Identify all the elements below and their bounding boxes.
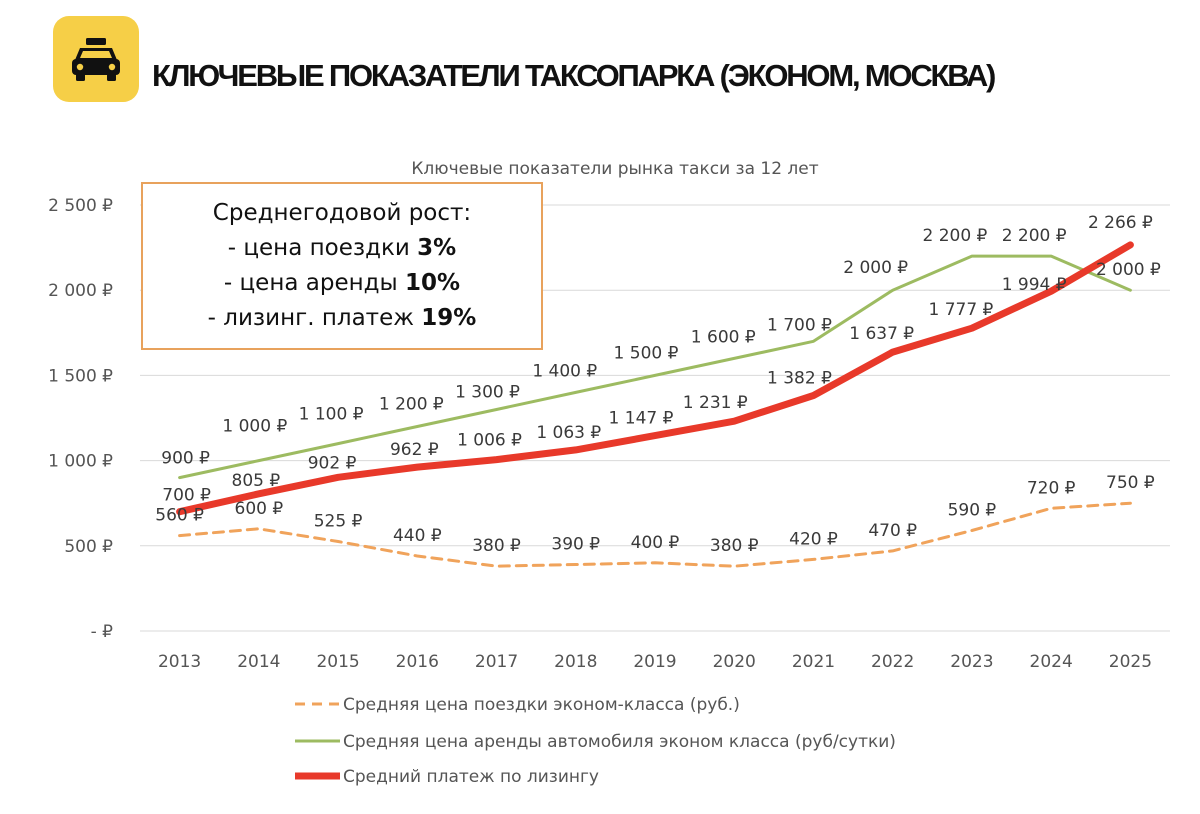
callout-line-rent: - цена аренды 10% [224, 266, 460, 301]
data-label: 1 300 ₽ [455, 382, 520, 402]
x-tick-label: 2022 [871, 652, 914, 672]
legend-label: Средний платеж по лизингу [343, 767, 599, 787]
page-title: КЛЮЧЕВЫЕ ПОКАЗАТЕЛИ ТАКСОПАРКА (ЭКОНОМ, … [152, 58, 996, 93]
data-label: 750 ₽ [1106, 473, 1155, 493]
data-label: 900 ₽ [161, 449, 210, 469]
growth-callout: Среднегодовой рост: - цена поездки 3% - … [141, 182, 543, 350]
y-tick-label: 1 000 ₽ [48, 452, 113, 472]
data-label: 1 777 ₽ [928, 300, 993, 320]
data-label: 1 006 ₽ [457, 431, 522, 451]
legend-label: Средняя цена поездки эконом-класса (руб.… [343, 695, 740, 715]
y-tick-label: 500 ₽ [64, 537, 113, 557]
y-tick-label: 1 500 ₽ [48, 366, 113, 386]
x-tick-label: 2014 [237, 652, 280, 672]
x-tick-label: 2021 [792, 652, 835, 672]
data-label: 1 500 ₽ [614, 343, 679, 363]
x-tick-label: 2018 [554, 652, 597, 672]
data-label: 560 ₽ [155, 506, 204, 526]
data-label: 470 ₽ [868, 521, 917, 541]
data-label: 1 200 ₽ [379, 395, 444, 415]
data-label: 525 ₽ [314, 512, 363, 532]
data-label: 1 147 ₽ [609, 409, 674, 429]
data-label: 590 ₽ [948, 500, 997, 520]
taxi-car-icon [72, 38, 120, 81]
data-label: 600 ₽ [235, 499, 284, 519]
y-tick-label: 2 000 ₽ [48, 281, 113, 301]
x-tick-label: 2019 [633, 652, 676, 672]
data-label: 1 700 ₽ [767, 315, 832, 335]
data-label: 700 ₽ [162, 486, 211, 506]
data-label: 1 600 ₽ [691, 327, 756, 347]
data-label: 1 100 ₽ [299, 405, 364, 425]
legend-label: Средняя цена аренды автомобиля эконом кл… [343, 732, 896, 752]
callout-value: 10% [405, 270, 461, 296]
x-tick-label: 2017 [475, 652, 518, 672]
data-label: 390 ₽ [551, 535, 600, 555]
data-label: 1 637 ₽ [849, 324, 914, 344]
data-label: 2 000 ₽ [1096, 260, 1161, 280]
chart-title: Ключевые показатели рынка такси за 12 ле… [411, 159, 818, 179]
x-tick-label: 2025 [1109, 652, 1152, 672]
data-label: 1 400 ₽ [532, 361, 597, 381]
data-label: 420 ₽ [789, 529, 838, 549]
x-tick-label: 2016 [396, 652, 439, 672]
callout-value: 3% [417, 235, 457, 261]
y-tick-label: - ₽ [91, 622, 114, 642]
data-label: 440 ₽ [393, 526, 442, 546]
x-tick-label: 2013 [158, 652, 201, 672]
data-label: 1 000 ₽ [222, 417, 287, 437]
x-tick-label: 2024 [1030, 652, 1073, 672]
data-label: 805 ₽ [232, 471, 281, 491]
data-label: 1 994 ₽ [1002, 275, 1067, 295]
data-label: 2 200 ₽ [922, 226, 987, 246]
y-tick-label: 2 500 ₽ [48, 196, 113, 216]
callout-value: 19% [421, 305, 477, 331]
data-label: 1 231 ₽ [683, 393, 748, 413]
callout-heading: Среднегодовой рост: [212, 200, 472, 226]
data-label: 400 ₽ [631, 533, 680, 553]
data-label: 1 382 ₽ [767, 369, 832, 389]
callout-label: - цена аренды [223, 270, 406, 296]
data-label: 2 000 ₽ [843, 258, 908, 278]
data-label: 380 ₽ [710, 536, 759, 556]
data-label: 2 200 ₽ [1002, 226, 1067, 246]
taxi-logo [53, 16, 139, 102]
callout-line-trip: - цена поездки 3% [228, 231, 456, 266]
data-label: 1 063 ₽ [536, 423, 601, 443]
x-tick-label: 2023 [950, 652, 993, 672]
data-label: 2 266 ₽ [1088, 213, 1153, 233]
data-label: 720 ₽ [1027, 478, 1076, 498]
x-tick-label: 2015 [316, 652, 359, 672]
callout-line-leasing: - лизинг. платеж 19% [208, 301, 477, 336]
data-label: 902 ₽ [308, 453, 357, 473]
data-label: 962 ₽ [390, 440, 439, 460]
callout-label: - цена поездки [227, 235, 418, 261]
x-tick-label: 2020 [713, 652, 756, 672]
callout-label: - лизинг. платеж [207, 305, 422, 331]
data-label: 380 ₽ [472, 536, 521, 556]
